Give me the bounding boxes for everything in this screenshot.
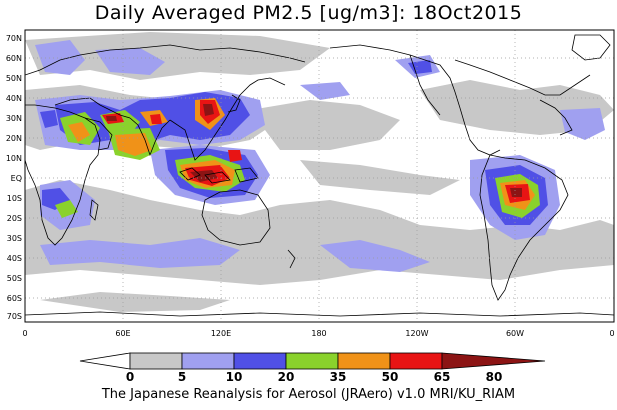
latitude-labels: 70N 60N 50N 40N 30N 20N 10N EQ 10S 20S 3… — [6, 34, 22, 321]
lon-label: 0 — [22, 329, 27, 338]
colorbar-tick-label: 5 — [178, 370, 186, 384]
colorbar-low-arrow — [79, 352, 131, 370]
lon-label: 120E — [211, 329, 231, 338]
lat-label: 10S — [7, 194, 22, 203]
colorbar — [79, 352, 546, 370]
lat-label: 60S — [7, 294, 22, 303]
lat-label: 40N — [6, 94, 22, 103]
lat-label: 60N — [6, 54, 22, 63]
colorbar-high-arrow — [441, 352, 546, 370]
colorbar-tick-label: 10 — [226, 370, 243, 384]
lat-label: EQ — [11, 174, 22, 183]
colorbar-tick-label: 35 — [330, 370, 347, 384]
lat-label: 50N — [6, 74, 22, 83]
colorbar-tick-label: 65 — [434, 370, 451, 384]
colorbar-bin — [337, 352, 391, 370]
colorbar-bin — [389, 352, 443, 370]
coastlines — [25, 34, 614, 317]
lat-label: 70S — [7, 312, 22, 321]
colorbar-tick-label: 50 — [382, 370, 399, 384]
grid-lines — [25, 30, 614, 322]
lat-label: 30S — [7, 234, 22, 243]
map-title: Daily Averaged PM2.5 [ug/m3]: 18Oct2015 — [94, 2, 523, 24]
colorbar-ticks: 0 5 10 20 35 50 65 80 — [126, 370, 503, 384]
lon-label: 60W — [506, 329, 524, 338]
colorbar-tick-label: 0 — [126, 370, 134, 384]
colorbar-bin — [285, 352, 339, 370]
lat-label: 70N — [6, 34, 22, 43]
lat-label: 20N — [6, 134, 22, 143]
lon-label: 120W — [405, 329, 428, 338]
footer-credit: The Japanese Reanalysis for Aerosol (JRA… — [101, 387, 516, 402]
pm25-field — [25, 30, 614, 322]
lat-label: 20S — [7, 214, 22, 223]
longitude-labels: 0 60E 120E 180 120W 60W 0 — [22, 329, 614, 338]
lat-label: 40S — [7, 254, 22, 263]
colorbar-bin — [233, 352, 287, 370]
lon-label: 180 — [311, 329, 326, 338]
lat-label: 30N — [6, 114, 22, 123]
colorbar-bin — [129, 352, 183, 370]
colorbar-tick-label: 80 — [486, 370, 503, 384]
colorbar-tick-label: 20 — [278, 370, 295, 384]
lat-label: 10N — [6, 154, 22, 163]
map-frame — [24, 29, 615, 323]
colorbar-bin — [181, 352, 235, 370]
lat-label: 50S — [7, 274, 22, 283]
lon-label: 0 — [609, 329, 614, 338]
lon-label: 60E — [115, 329, 130, 338]
